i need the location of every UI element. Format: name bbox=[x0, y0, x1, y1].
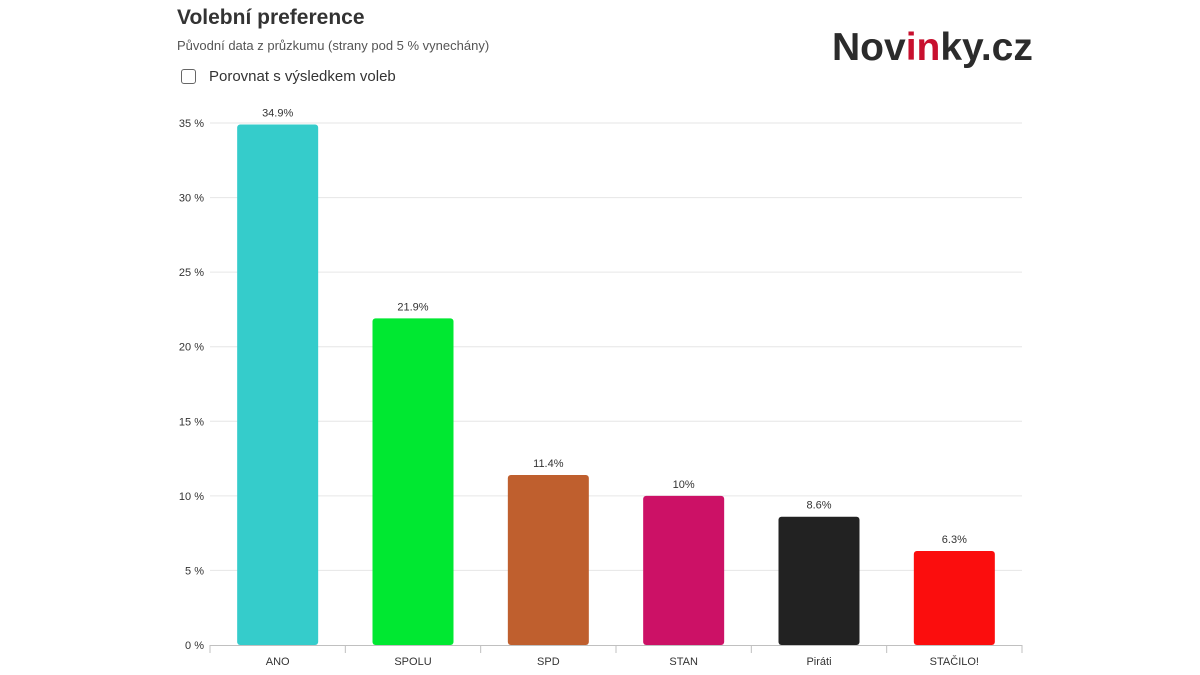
compare-checkbox-label: Porovnat s výsledkem voleb bbox=[209, 68, 396, 85]
logo-text-prefix: Nov bbox=[832, 26, 906, 69]
chart-subtitle: Původní data z průzkumu (strany pod 5 % … bbox=[177, 38, 490, 53]
bar-value-label: 6.3% bbox=[942, 534, 967, 546]
x-tick-label: SPOLU bbox=[394, 656, 431, 668]
x-tick-label: Piráti bbox=[806, 656, 831, 668]
y-tick-label: 35 % bbox=[179, 118, 204, 130]
bar-0[interactable] bbox=[237, 124, 319, 645]
bar-2[interactable] bbox=[507, 474, 589, 645]
logo-text-accent: in bbox=[905, 26, 941, 69]
x-tick-label: STAČILO! bbox=[930, 655, 979, 668]
compare-checkbox[interactable] bbox=[181, 69, 196, 84]
y-tick-label: 25 % bbox=[179, 267, 204, 279]
y-tick-label: 10 % bbox=[179, 491, 204, 503]
novinky-logo[interactable]: Novinky.cz bbox=[832, 28, 1033, 67]
bar-value-label: 8.6% bbox=[806, 500, 831, 512]
bar-value-label: 21.9% bbox=[397, 301, 428, 313]
y-tick-label: 0 % bbox=[185, 640, 204, 652]
chart-title: Volební preference bbox=[177, 6, 365, 29]
y-tick-label: 15 % bbox=[179, 416, 204, 428]
x-tick-label: STAN bbox=[669, 656, 698, 668]
compare-election-toggle[interactable]: Porovnat s výsledkem voleb bbox=[181, 68, 396, 85]
bar-value-label: 11.4% bbox=[533, 458, 564, 470]
y-tick-label: 30 % bbox=[179, 193, 204, 205]
y-tick-label: 20 % bbox=[179, 342, 204, 354]
bar-value-label: 10% bbox=[673, 479, 695, 491]
bar-value-label: 34.9% bbox=[262, 107, 293, 119]
bar-1[interactable] bbox=[372, 318, 454, 645]
logo-text-suffix: ky.cz bbox=[940, 26, 1033, 69]
bar-5[interactable] bbox=[913, 551, 995, 645]
x-tick-label: SPD bbox=[537, 656, 560, 668]
y-tick-label: 5 % bbox=[185, 565, 204, 577]
x-tick-label: ANO bbox=[266, 656, 290, 668]
bar-4[interactable] bbox=[778, 516, 860, 645]
bar-3[interactable] bbox=[643, 495, 725, 645]
